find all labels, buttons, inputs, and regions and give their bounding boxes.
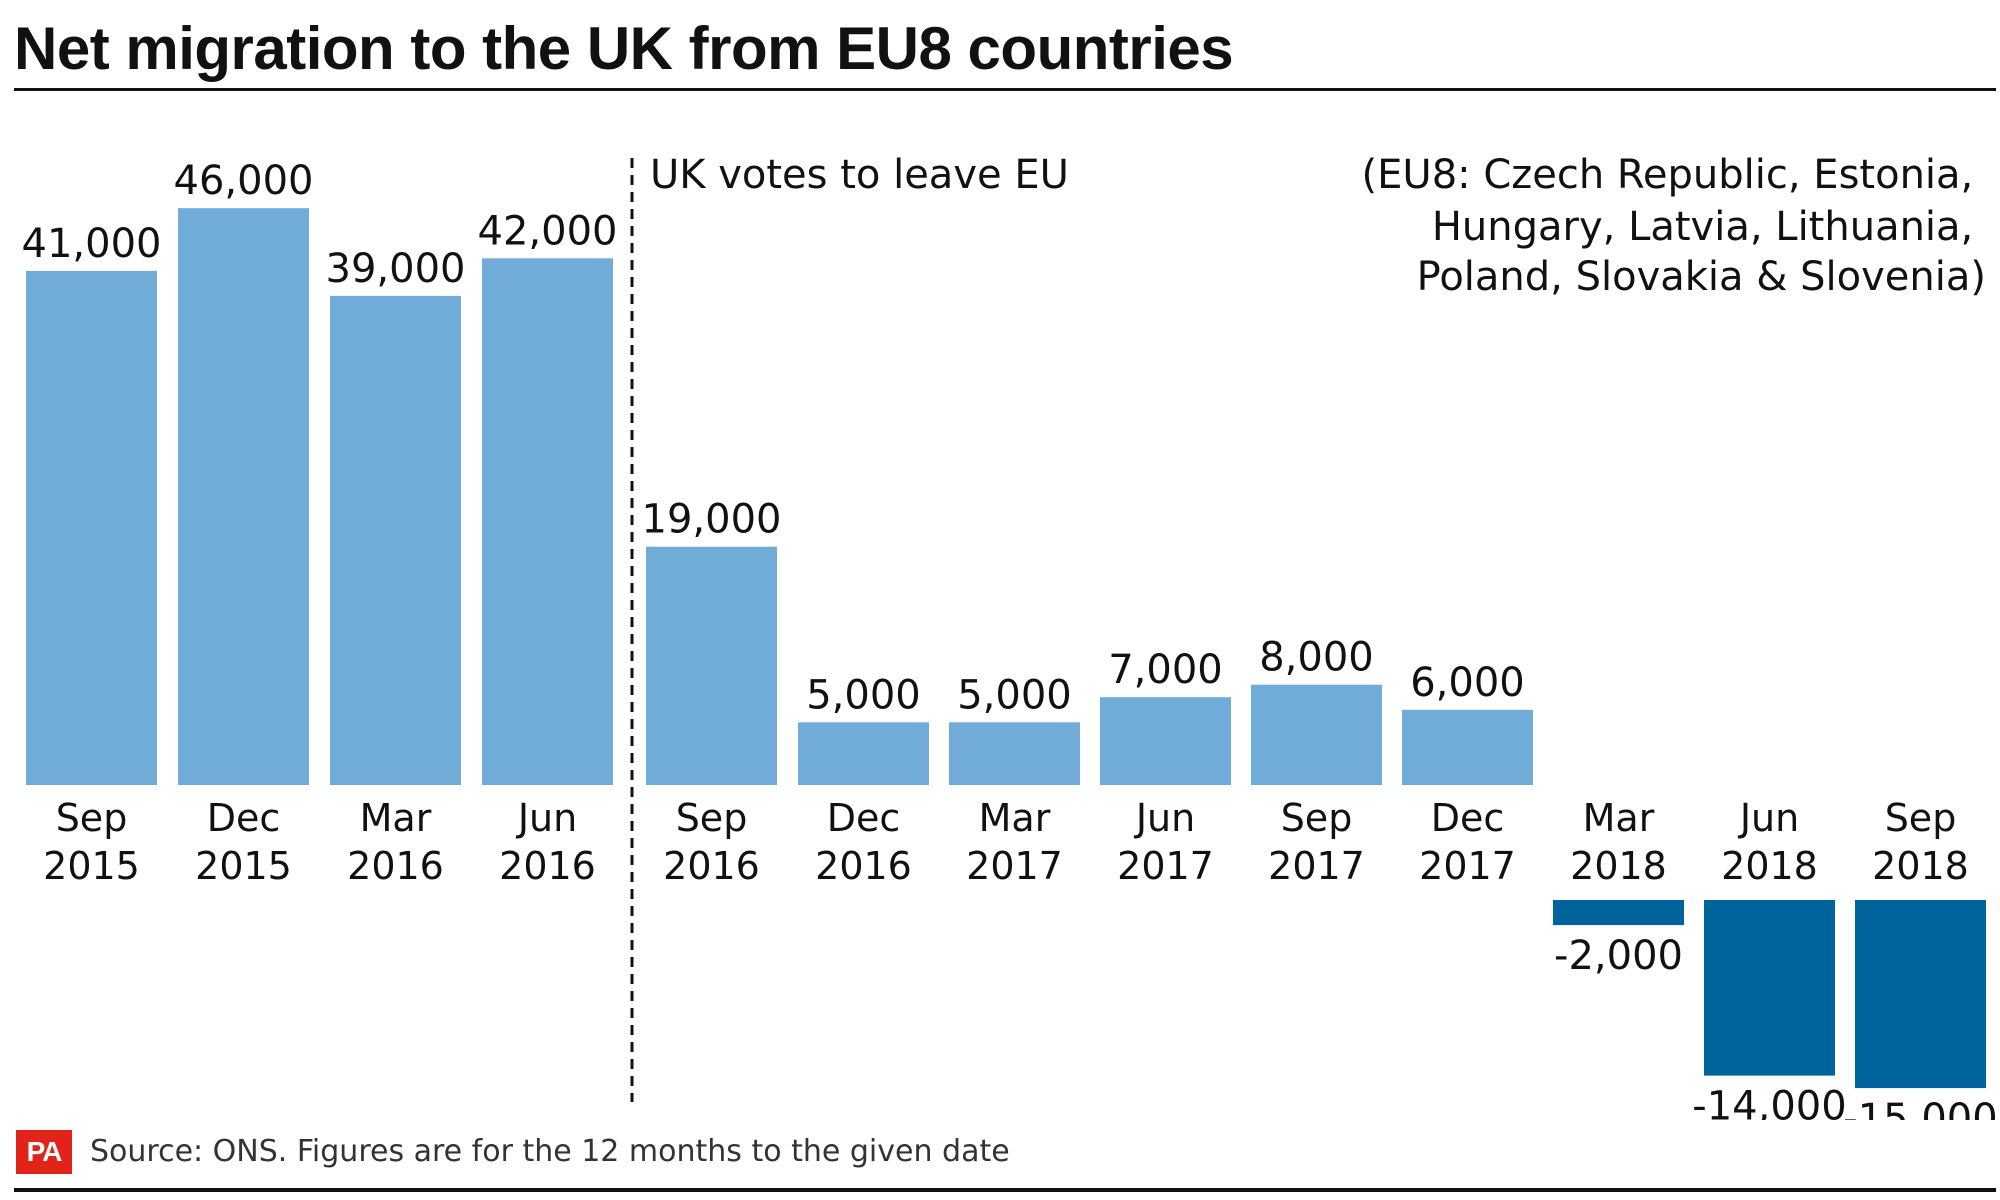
value-label-dec-2015: 46,000 (174, 158, 314, 204)
value-label-jun-2017: 7,000 (1108, 647, 1223, 693)
pa-logo: PA (16, 1130, 72, 1174)
value-label-mar-2017: 5,000 (957, 672, 1072, 718)
value-label-jun-2018: -14,000 (1692, 1084, 1846, 1120)
category-month-label: Jun (1134, 796, 1195, 840)
title-divider (14, 88, 1996, 91)
value-label-sep-2018: -15,000 (1843, 1096, 1997, 1120)
value-label-jun-2016: 42,000 (478, 208, 618, 254)
value-label-mar-2016: 39,000 (326, 246, 466, 292)
category-year-label: 2016 (347, 844, 444, 888)
bar-jun-2018 (1704, 900, 1835, 1076)
bar-sep-2017 (1251, 684, 1382, 785)
category-month-label: Mar (360, 796, 432, 840)
bar-dec-2015 (178, 208, 309, 785)
category-year-label: 2016 (663, 844, 760, 888)
category-year-label: 2017 (1268, 844, 1365, 888)
footer-divider (14, 1188, 1996, 1192)
category-year-label: 2016 (815, 844, 912, 888)
bar-dec-2017 (1402, 709, 1533, 785)
category-month-label: Jun (1738, 796, 1799, 840)
value-label-sep-2015: 41,000 (22, 221, 162, 267)
eu8-countries-note: (EU8: Czech Republic, Estonia, Hungary, … (1362, 152, 1986, 300)
category-month-label: Dec (827, 796, 901, 840)
category-month-label: Sep (56, 796, 128, 840)
category-year-label: 2015 (195, 844, 292, 888)
footer: PA Source: ONS. Figures are for the 12 m… (16, 1130, 1996, 1174)
bar-sep-2015 (26, 270, 157, 785)
eu8-note-line-3: Poland, Slovakia & Slovenia) (1417, 254, 1986, 300)
source-note: Source: ONS. Figures are for the 12 mont… (90, 1134, 1010, 1169)
category-month-label: Dec (1431, 796, 1505, 840)
bar-jun-2017 (1100, 697, 1231, 785)
category-month-label: Sep (1281, 796, 1353, 840)
category-year-label: 2018 (1721, 844, 1818, 888)
value-label-sep-2017: 8,000 (1259, 635, 1374, 681)
category-year-label: 2018 (1570, 844, 1667, 888)
bar-jun-2016 (482, 258, 613, 785)
category-month-label: Mar (979, 796, 1051, 840)
category-year-label: 2017 (1117, 844, 1214, 888)
bar-chart: 41,000 46,000 39,000 42,000 19,000 5,000 5,000… (22, 152, 1998, 1120)
category-month-label: Mar (1583, 796, 1655, 840)
bar-mar-2016 (330, 295, 461, 785)
value-label-dec-2017: 6,000 (1410, 660, 1525, 706)
category-year-label: 2017 (966, 844, 1063, 888)
category-year-label: 2018 (1872, 844, 1969, 888)
category-year-label: 2016 (499, 844, 596, 888)
category-month-label: Dec (207, 796, 281, 840)
bar-sep-2016 (646, 546, 777, 785)
value-label-mar-2018: -2,000 (1554, 933, 1683, 979)
bar-sep-2018 (1855, 900, 1986, 1089)
bar-dec-2016 (798, 722, 929, 785)
bar-mar-2018 (1553, 900, 1684, 926)
value-label-sep-2016: 19,000 (642, 497, 782, 543)
category-year-label: 2017 (1419, 844, 1516, 888)
value-labels-group: 41,000 46,000 39,000 42,000 19,000 5,000 5,000… (22, 158, 1998, 1120)
category-month-label: Sep (676, 796, 748, 840)
category-month-label: Sep (1885, 796, 1957, 840)
bars-group (26, 208, 1986, 1089)
category-labels-group: Sep2015Dec2015Mar2016Jun2016Sep2016Dec20… (43, 796, 1969, 888)
eu8-note-line-1: (EU8: Czech Republic, Estonia, (1362, 152, 1974, 198)
chart-title: Net migration to the UK from EU8 countri… (14, 15, 1234, 82)
category-year-label: 2015 (43, 844, 140, 888)
referendum-annotation: UK votes to leave EU (650, 152, 1069, 198)
eu8-note-line-2: Hungary, Latvia, Lithuania, (1432, 204, 1973, 250)
value-label-dec-2016: 5,000 (806, 672, 921, 718)
bar-mar-2017 (949, 722, 1080, 785)
category-month-label: Jun (516, 796, 577, 840)
